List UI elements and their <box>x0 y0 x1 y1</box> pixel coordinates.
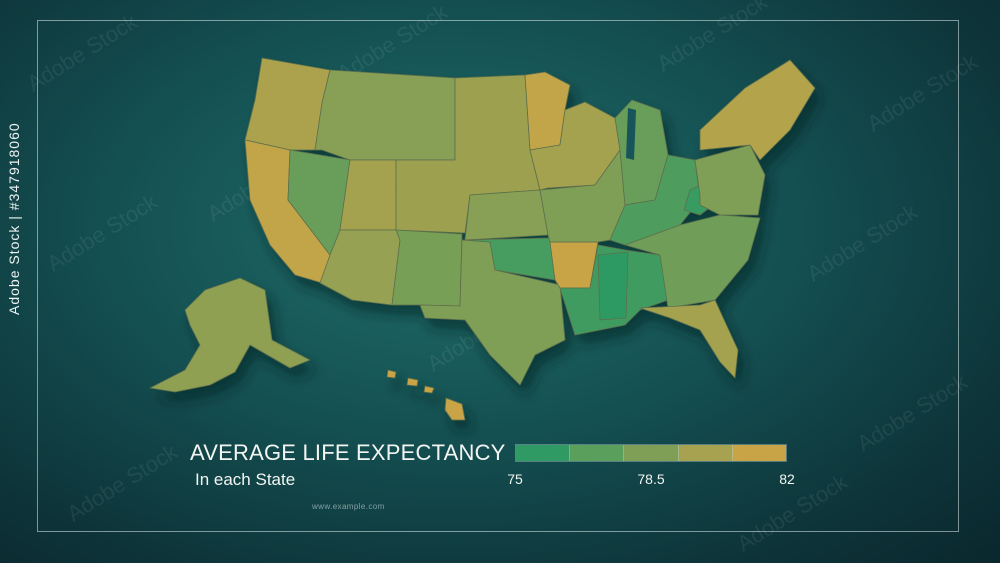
legend-title: AVERAGE LIFE EXPECTANCY <box>190 440 506 465</box>
scale-segment <box>678 445 733 461</box>
region-northeast[interactable] <box>699 59 816 161</box>
legend-subtitle: In each State <box>195 470 296 489</box>
region-hawaii-islet[interactable] <box>406 377 419 387</box>
scale-segment <box>732 445 787 461</box>
website-credit: www.example.com <box>312 502 385 511</box>
scale-tick-max: 82 <box>779 471 795 487</box>
region-alaska[interactable] <box>149 277 311 393</box>
region-central-plains[interactable] <box>464 189 549 241</box>
region-arkansas[interactable] <box>549 241 599 289</box>
scale-segment <box>516 445 571 461</box>
region-florida[interactable] <box>639 299 739 379</box>
scale-segment <box>570 445 625 461</box>
stock-id: Adobe Stock | #347918060 <box>6 122 22 315</box>
scale-tick-min: 75 <box>507 471 523 487</box>
region-oklahoma[interactable] <box>464 237 556 281</box>
region-mid-atlantic[interactable] <box>694 144 766 216</box>
scale-segment <box>624 445 679 461</box>
region-utah[interactable] <box>339 159 397 231</box>
poster-frame <box>37 20 959 532</box>
region-southeast[interactable] <box>624 214 761 309</box>
region-hawaii[interactable] <box>444 397 466 421</box>
region-hawaii-islet[interactable] <box>386 369 397 379</box>
scale-tick-mid: 78.5 <box>637 471 665 487</box>
region-new-mexico[interactable] <box>391 229 463 307</box>
region-mountain-north[interactable] <box>314 69 456 161</box>
region-hawaii-islet[interactable] <box>423 385 435 394</box>
color-scale <box>515 444 787 462</box>
lake-michigan <box>626 108 636 160</box>
region-mississippi[interactable] <box>597 251 629 321</box>
